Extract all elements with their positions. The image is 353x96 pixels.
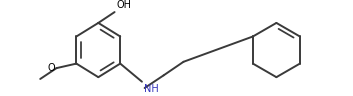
Text: NH: NH <box>144 84 158 94</box>
Text: O: O <box>47 63 55 73</box>
Text: OH: OH <box>116 0 131 10</box>
